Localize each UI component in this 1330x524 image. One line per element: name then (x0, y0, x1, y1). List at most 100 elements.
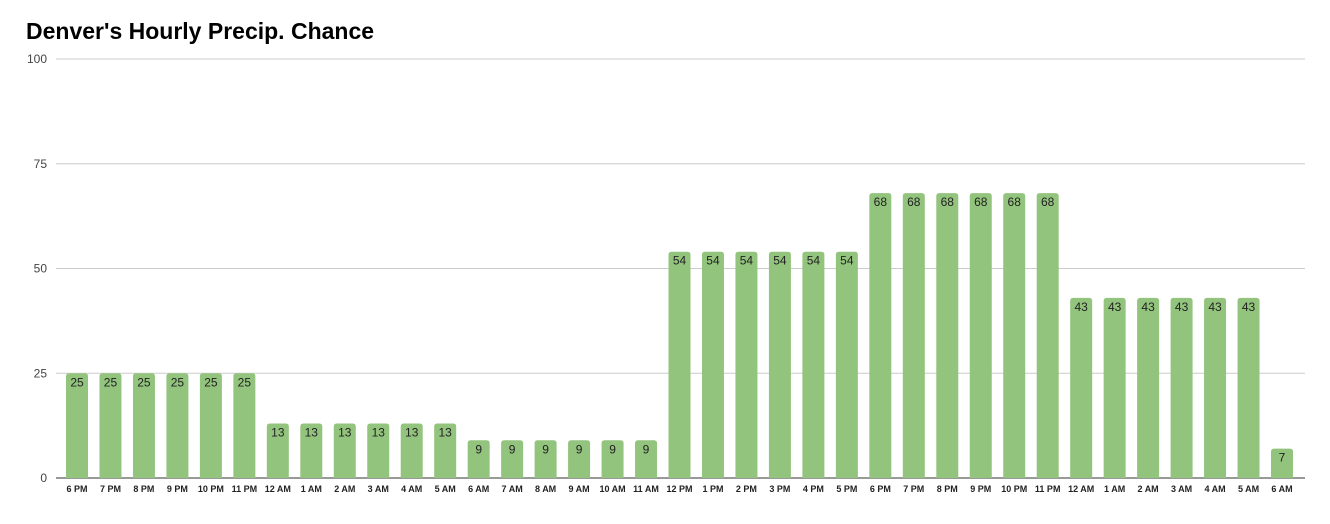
bar (99, 373, 122, 478)
data-label: 54 (740, 254, 754, 268)
data-label: 13 (338, 426, 352, 440)
data-label: 13 (271, 426, 285, 440)
data-label: 7 (1279, 451, 1286, 465)
x-tick-label: 4 PM (803, 484, 824, 494)
data-label: 43 (1208, 300, 1222, 314)
x-tick-label: 11 PM (232, 484, 258, 494)
data-label: 9 (609, 442, 616, 456)
x-tick-label: 6 PM (66, 484, 87, 494)
bar (233, 373, 256, 478)
data-label: 68 (941, 195, 955, 209)
data-label: 9 (475, 442, 482, 456)
data-label: 13 (439, 426, 453, 440)
x-tick-label: 9 PM (167, 484, 188, 494)
x-tick-label: 12 PM (666, 484, 692, 494)
x-tick-label: 4 AM (1204, 484, 1225, 494)
bar (1170, 297, 1193, 478)
data-label: 54 (706, 254, 720, 268)
data-label: 43 (1175, 300, 1189, 314)
data-label: 25 (204, 375, 218, 389)
x-tick-label: 11 AM (633, 484, 659, 494)
y-tick-label: 25 (34, 366, 48, 380)
bar (1137, 297, 1160, 478)
data-label: 54 (673, 254, 687, 268)
x-tick-label: 4 AM (401, 484, 422, 494)
data-label: 68 (1041, 195, 1055, 209)
x-tick-label: 1 AM (1104, 484, 1125, 494)
data-label: 68 (874, 195, 888, 209)
y-tick-label: 100 (27, 52, 47, 66)
bar (300, 423, 323, 478)
bar (66, 373, 88, 478)
bar (601, 440, 624, 478)
data-label: 9 (509, 442, 516, 456)
bar (333, 423, 356, 478)
data-label: 13 (372, 426, 386, 440)
data-label: 43 (1108, 300, 1122, 314)
data-label: 13 (305, 426, 319, 440)
bar (735, 251, 758, 478)
x-tick-label: 1 PM (702, 484, 723, 494)
x-tick-label: 2 AM (334, 484, 355, 494)
x-tick-label: 6 AM (468, 484, 489, 494)
x-tick-label: 10 PM (198, 484, 224, 494)
bar (768, 251, 791, 478)
data-label: 54 (773, 254, 787, 268)
data-label: 9 (576, 442, 583, 456)
x-tick-label: 1 AM (301, 484, 322, 494)
bar (869, 193, 892, 478)
x-tick-label: 8 AM (535, 484, 556, 494)
bar (969, 193, 992, 478)
x-tick-label: 12 AM (1068, 484, 1094, 494)
bar (367, 423, 390, 478)
bar (1103, 297, 1126, 478)
chart-title: Denver's Hourly Precip. Chance (26, 18, 375, 44)
x-tick-label: 8 PM (937, 484, 958, 494)
x-tick-label: 3 AM (368, 484, 389, 494)
bar (902, 193, 925, 478)
bar (132, 373, 155, 478)
data-label: 25 (70, 375, 84, 389)
bar (166, 373, 189, 478)
data-label: 43 (1141, 300, 1155, 314)
bars (66, 193, 1293, 478)
bar (1271, 448, 1293, 478)
bar (635, 440, 658, 478)
data-label: 68 (974, 195, 988, 209)
x-tick-label: 3 AM (1171, 484, 1192, 494)
x-tick-label: 7 PM (100, 484, 121, 494)
data-label: 9 (643, 442, 650, 456)
x-tick-label: 2 PM (736, 484, 757, 494)
x-tick-label: 5 AM (1238, 484, 1259, 494)
data-label: 54 (840, 254, 854, 268)
bar (1204, 297, 1227, 478)
data-label: 25 (238, 375, 252, 389)
y-tick-label: 0 (40, 471, 47, 485)
y-tick-label: 50 (34, 262, 48, 276)
bar (266, 423, 289, 478)
x-tick-label: 10 PM (1001, 484, 1027, 494)
bar (568, 440, 591, 478)
x-tick-label: 6 PM (870, 484, 891, 494)
data-label: 25 (104, 375, 118, 389)
bar (835, 251, 858, 478)
x-tick-label: 7 AM (502, 484, 523, 494)
bar (1036, 193, 1059, 478)
bar (701, 251, 724, 478)
data-labels: 25 25 25 25 25 25 13 13 13 13 13 13 9 9 9 9 9 9 54 54 54 54 54… (70, 195, 1285, 465)
data-label: 25 (137, 375, 151, 389)
x-tick-label: 3 PM (769, 484, 790, 494)
bar (936, 193, 959, 478)
bar (434, 423, 457, 478)
y-tick-label: 75 (34, 157, 48, 171)
x-tick-label: 8 PM (133, 484, 154, 494)
y-axis: 0 25 50 75 100 (27, 52, 47, 485)
data-label: 9 (542, 442, 549, 456)
x-tick-label: 12 AM (265, 484, 291, 494)
x-tick-label: 2 AM (1138, 484, 1159, 494)
data-label: 68 (1008, 195, 1022, 209)
x-tick-label: 5 AM (435, 484, 456, 494)
x-tick-label: 9 PM (970, 484, 991, 494)
bar (1003, 193, 1026, 478)
bar (534, 440, 557, 478)
